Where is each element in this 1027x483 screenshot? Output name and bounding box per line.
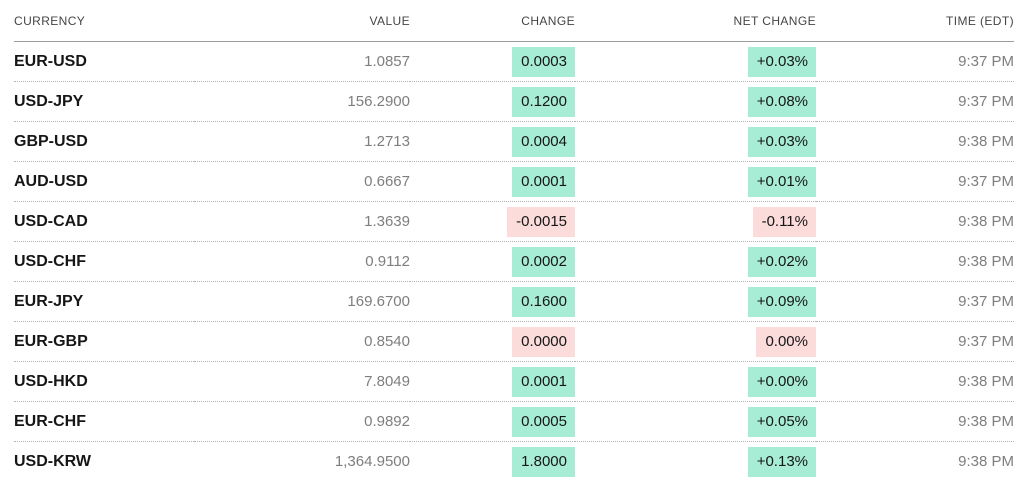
net-change-cell: 0.00% (575, 321, 816, 362)
currency-pair-link[interactable]: USD-KRW (14, 441, 194, 481)
net-change-badge: +0.00% (747, 366, 816, 397)
table-row[interactable]: USD-CAD 1.3639 -0.0015 -0.11% 9:38 PM (14, 201, 1014, 242)
table-row[interactable]: EUR-JPY 169.6700 0.1600 +0.09% 9:37 PM (14, 281, 1014, 322)
change-cell: 0.0001 (410, 361, 575, 402)
time-cell: 9:38 PM (816, 121, 1014, 162)
currency-pair-link[interactable]: AUD-USD (14, 161, 194, 202)
column-header-change: CHANGE (410, 0, 575, 42)
net-change-badge: +0.01% (747, 166, 816, 197)
change-cell: 0.1600 (410, 281, 575, 322)
table-row[interactable]: EUR-GBP 0.8540 0.0000 0.00% 9:37 PM (14, 321, 1014, 362)
table-row[interactable]: EUR-CHF 0.9892 0.0005 +0.05% 9:38 PM (14, 401, 1014, 442)
column-header-time: TIME (EDT) (816, 0, 1014, 42)
net-change-cell: +0.02% (575, 241, 816, 282)
net-change-badge: -0.11% (752, 206, 816, 237)
change-badge: 0.0000 (512, 326, 575, 357)
net-change-cell: -0.11% (575, 201, 816, 242)
table-row[interactable]: EUR-USD 1.0857 0.0003 +0.03% 9:37 PM (14, 42, 1014, 82)
value-cell: 1.0857 (364, 53, 410, 70)
time-cell: 9:38 PM (816, 201, 1014, 242)
value-cell: 7.8049 (194, 361, 410, 402)
currency-pair-link[interactable]: GBP-USD (14, 121, 194, 162)
change-badge: -0.0015 (507, 206, 575, 237)
currency-pair-link[interactable]: USD-JPY (14, 81, 194, 122)
table-row[interactable]: GBP-USD 1.2713 0.0004 +0.03% 9:38 PM (14, 121, 1014, 162)
currency-pair-link[interactable]: EUR-GBP (14, 321, 194, 362)
column-header-value: VALUE (194, 0, 410, 42)
net-change-badge: +0.05% (747, 406, 816, 437)
time-cell: 9:38 PM (816, 441, 1014, 481)
change-cell: 1.8000 (410, 441, 575, 481)
net-change-badge: +0.09% (747, 286, 816, 317)
net-change-cell: +0.03% (575, 42, 816, 82)
value-cell: 0.8540 (194, 321, 410, 362)
net-change-cell: +0.03% (575, 121, 816, 162)
table-row[interactable]: USD-KRW 1,364.9500 1.8000 +0.13% 9:38 PM (14, 441, 1014, 481)
time-cell: 9:37 PM (816, 321, 1014, 362)
currency-pair-link[interactable]: USD-HKD (14, 361, 194, 402)
table-row[interactable]: AUD-USD 0.6667 0.0001 +0.01% 9:37 PM (14, 161, 1014, 202)
value-cell: 1.3639 (194, 201, 410, 242)
table-header-row: CURRENCY VALUE CHANGE NET CHANGE TIME (E… (14, 0, 1014, 42)
time-cell: 9:37 PM (816, 81, 1014, 122)
time-cell: 9:38 PM (816, 241, 1014, 282)
value-cell: 156.2900 (194, 81, 410, 122)
table-row[interactable]: USD-HKD 7.8049 0.0001 +0.00% 9:38 PM (14, 361, 1014, 402)
value-cell: 1.2713 (194, 121, 410, 162)
change-badge: 1.8000 (512, 446, 575, 477)
net-change-cell: +0.01% (575, 161, 816, 202)
value-cell: 0.9892 (194, 401, 410, 442)
time-cell: 9:37 PM (958, 53, 1014, 70)
change-badge: 0.1200 (512, 86, 575, 117)
change-badge: 0.0005 (512, 406, 575, 437)
change-cell: -0.0015 (410, 201, 575, 242)
net-change-cell: +0.13% (575, 441, 816, 481)
net-change-badge: +0.02% (747, 246, 816, 277)
fx-table: CURRENCY VALUE CHANGE NET CHANGE TIME (E… (14, 0, 1014, 481)
time-cell: 9:38 PM (816, 361, 1014, 402)
net-change-badge: +0.08% (747, 86, 816, 117)
change-badge: 0.0004 (512, 126, 575, 157)
time-cell: 9:37 PM (816, 161, 1014, 202)
currency-pair-link[interactable]: USD-CHF (14, 241, 194, 282)
net-change-cell: +0.09% (575, 281, 816, 322)
net-change-badge: +0.03% (747, 46, 816, 77)
change-badge: 0.0001 (512, 366, 575, 397)
change-cell: 0.0005 (410, 401, 575, 442)
currency-pair-link[interactable]: USD-CAD (14, 201, 194, 242)
net-change-cell: +0.08% (575, 81, 816, 122)
change-cell: 0.0001 (410, 161, 575, 202)
change-cell: 0.0002 (410, 241, 575, 282)
net-change-cell: +0.00% (575, 361, 816, 402)
net-change-badge: +0.13% (747, 446, 816, 477)
change-cell: 0.1200 (410, 81, 575, 122)
net-change-badge: 0.00% (756, 326, 816, 357)
time-cell: 9:38 PM (816, 401, 1014, 442)
column-header-net-change: NET CHANGE (575, 0, 816, 42)
value-cell: 0.9112 (194, 241, 410, 282)
currency-pair-link[interactable]: EUR-CHF (14, 401, 194, 442)
change-cell: 0.0000 (410, 321, 575, 362)
change-badge: 0.0001 (512, 166, 575, 197)
table-row[interactable]: USD-JPY 156.2900 0.1200 +0.08% 9:37 PM (14, 81, 1014, 122)
change-cell: 0.0004 (410, 121, 575, 162)
net-change-cell: +0.05% (575, 401, 816, 442)
net-change-badge: +0.03% (747, 126, 816, 157)
time-cell: 9:37 PM (816, 281, 1014, 322)
currency-pair-link[interactable]: EUR-JPY (14, 281, 194, 322)
change-badge: 0.0003 (512, 46, 575, 77)
table-row[interactable]: USD-CHF 0.9112 0.0002 +0.02% 9:38 PM (14, 241, 1014, 282)
value-cell: 0.6667 (194, 161, 410, 202)
currency-pair-link[interactable]: EUR-USD (14, 52, 87, 70)
value-cell: 169.6700 (194, 281, 410, 322)
change-cell: 0.0003 (410, 42, 575, 82)
column-header-currency: CURRENCY (14, 0, 194, 42)
value-cell: 1,364.9500 (194, 441, 410, 481)
change-badge: 0.1600 (512, 286, 575, 317)
change-badge: 0.0002 (512, 246, 575, 277)
